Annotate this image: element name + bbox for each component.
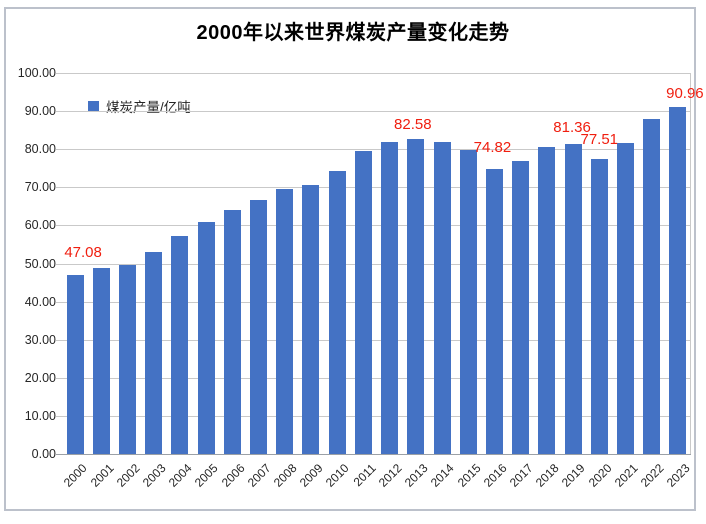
bar-2007 [250,200,268,454]
data-label-2013: 82.58 [394,116,432,134]
data-label-2016: 74.82 [473,138,512,156]
bar-2016 [485,168,503,454]
bar-2006 [223,209,241,454]
bar-2015 [459,149,477,454]
gridline-100 [56,73,691,74]
gridline-70 [56,187,691,189]
bar-2000 [66,274,84,454]
bar-2017 [512,160,530,454]
chart-title: 2000年以来世界煤炭产量变化走势 [196,22,510,44]
gridline-80 [56,149,691,151]
bar-2021 [616,142,634,454]
bar-2014 [433,141,451,454]
bar-2003 [145,251,163,454]
plot-area [56,73,691,455]
bar-2013 [407,139,425,454]
legend-swatch-icon [88,100,99,112]
y-axis-tick-label: 30.00 [24,332,56,347]
y-axis-tick-label: 40.00 [24,294,56,309]
data-label-2000: 47.08 [64,243,102,261]
bar-2020 [590,158,608,454]
bar-2019 [564,144,582,454]
y-axis-tick-label: 90.00 [24,104,56,119]
y-axis-tick-label: 80.00 [24,142,56,157]
bar-2012 [381,141,399,454]
bar-2023 [669,107,687,454]
y-axis-tick-label: 20.00 [24,370,56,385]
bar-2008 [276,189,294,454]
bar-2018 [538,146,556,454]
bar-2009 [302,185,320,454]
y-axis-tick-label: 100.00 [17,66,56,80]
bar-2004 [171,236,189,454]
gridline-40 [56,301,691,303]
y-axis-tick-label: 10.00 [24,408,56,423]
bar-2011 [354,150,372,454]
bar-2002 [119,265,137,454]
data-label-2023: 90.96 [666,85,704,103]
gridline-60 [56,225,691,227]
y-axis-tick-label: 50.00 [24,256,56,271]
gridline-50 [56,263,691,265]
gridline-10 [56,415,691,417]
gridline-0 [56,454,691,455]
bar-2001 [92,267,110,454]
data-label-2020: 77.51 [580,130,619,148]
bar-2010 [328,170,346,454]
plot-right-border [690,73,691,454]
data-label-2019: 81.36 [553,119,591,137]
gridline-20 [56,377,691,379]
y-axis-tick-label: 70.00 [24,180,56,195]
bar-2005 [197,221,215,454]
y-axis-tick-label: 60.00 [24,218,56,233]
bar-2022 [643,118,661,454]
y-axis-tick-label: 0.00 [31,447,56,461]
gridline-90 [56,111,691,113]
gridline-30 [56,339,691,341]
